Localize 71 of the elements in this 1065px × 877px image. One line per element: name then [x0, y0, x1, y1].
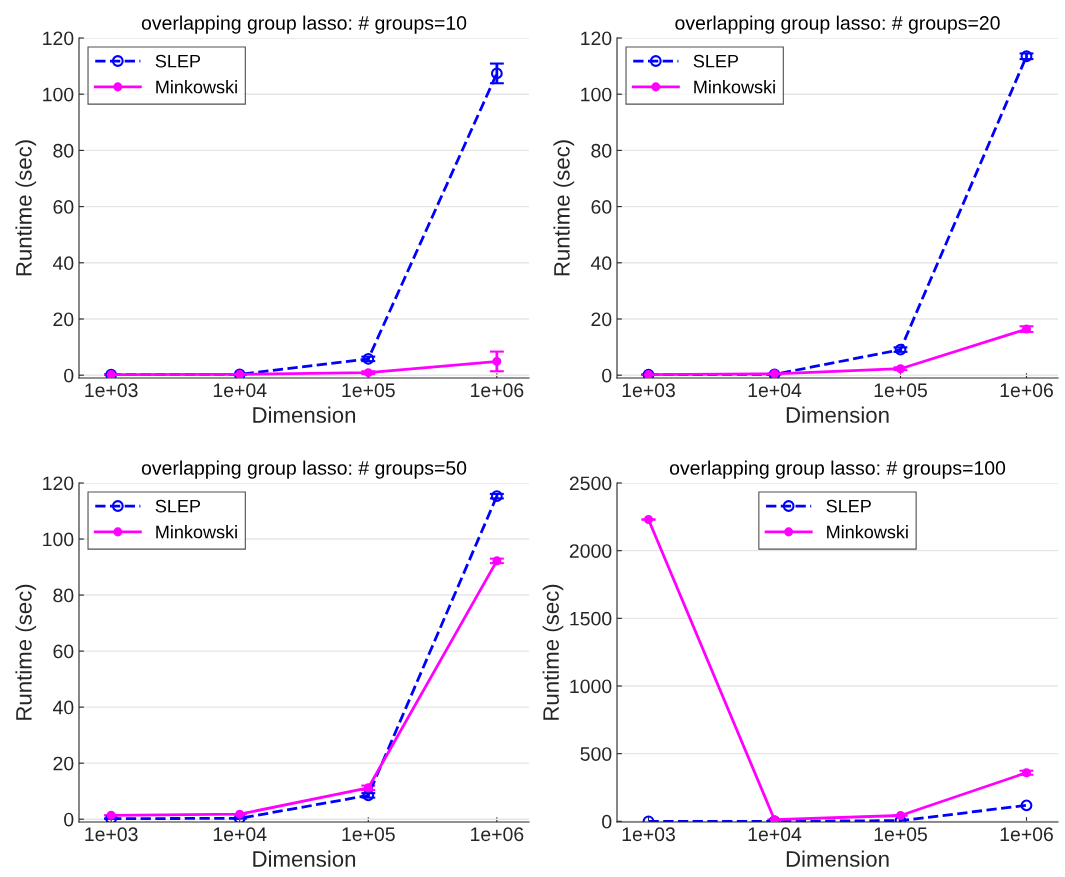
x-axis-title: Dimension: [786, 406, 889, 423]
y-tick-label: 60: [53, 200, 74, 214]
chart-title: overlapping group lasso: # groups=50: [141, 460, 467, 479]
x-tick-label: 1e+06: [471, 383, 524, 398]
y-tick-label: 1500: [570, 611, 612, 626]
legend-label: SLEP: [693, 54, 739, 68]
y-tick-label: 120: [581, 31, 612, 46]
y-axis-title: Runtime (sec): [15, 584, 37, 720]
y-tick-label: 0: [64, 368, 74, 383]
y-tick-label: 100: [581, 87, 612, 102]
y-tick-label: 1000: [570, 679, 612, 694]
y-tick-label: 0: [602, 368, 612, 383]
x-axis-title: Dimension: [253, 406, 356, 423]
y-tick-label: 80: [591, 143, 612, 158]
legend-label: Minkowski: [694, 80, 775, 94]
x-tick-label: 1e+04: [213, 827, 267, 842]
y-tick-label: 20: [53, 312, 74, 327]
y-tick-label: 500: [580, 747, 612, 761]
chart-title: overlapping group lasso: # groups=100: [669, 460, 1006, 479]
y-tick-label: 2500: [569, 476, 612, 491]
x-tick-label: 1e+05: [342, 383, 395, 398]
x-tick-label: 1e+04: [748, 383, 802, 398]
chart-title: overlapping group lasso: # groups=10: [141, 15, 467, 34]
point: [492, 356, 502, 366]
y-tick-label: 40: [52, 256, 74, 271]
y-axis-title: Runtime (sec): [553, 140, 575, 276]
x-tick-label: 1e+04: [213, 383, 267, 398]
x-tick-label: 1e+03: [85, 827, 138, 842]
x-tick-label: 1e+03: [622, 827, 675, 842]
point: [1020, 799, 1033, 812]
point: [643, 515, 654, 525]
x-tick-label: 1e+06: [1000, 827, 1053, 842]
x-axis-title: Dimension: [786, 850, 889, 867]
y-tick-label: 20: [53, 756, 74, 771]
legend-label: Minkowski: [827, 525, 908, 539]
legend-label: Minkowski: [156, 525, 237, 539]
y-tick-label: 100: [43, 532, 74, 547]
y-tick-label: 40: [590, 256, 612, 271]
y-tick-label: 80: [53, 588, 74, 603]
y-axis-title: Runtime (sec): [542, 584, 564, 720]
y-tick-label: 60: [591, 200, 612, 214]
x-tick-label: 1e+06: [1000, 383, 1053, 398]
x-tick-label: 1e+06: [471, 827, 524, 842]
x-tick-label: 1e+03: [85, 383, 138, 398]
point: [1021, 768, 1032, 778]
x-axis-title: Dimension: [253, 850, 356, 867]
y-tick-label: 60: [53, 644, 74, 659]
y-tick-label: 120: [43, 31, 74, 46]
y-tick-label: 0: [64, 812, 74, 827]
y-tick-label: 80: [53, 143, 74, 158]
legend-label: Minkowski: [156, 80, 237, 94]
y-tick-label: 120: [43, 476, 74, 491]
point: [490, 67, 503, 80]
legend-label: SLEP: [155, 499, 201, 513]
y-tick-label: 100: [43, 87, 74, 102]
chart-title: overlapping group lasso: # groups=20: [675, 15, 1000, 34]
y-tick-label: 0: [602, 814, 612, 829]
x-tick-label: 1e+05: [874, 827, 927, 842]
x-tick-label: 1e+05: [342, 827, 395, 842]
x-tick-label: 1e+05: [874, 383, 927, 398]
y-tick-label: 40: [52, 700, 74, 715]
legend-label: SLEP: [155, 54, 201, 68]
x-tick-label: 1e+03: [622, 383, 675, 398]
point: [895, 810, 906, 821]
point: [895, 364, 906, 374]
y-tick-label: 20: [591, 312, 612, 327]
legend-label: SLEP: [826, 499, 871, 513]
point: [362, 352, 375, 365]
x-tick-label: 1e+04: [748, 827, 802, 842]
y-axis-title: Runtime (sec): [15, 140, 37, 276]
y-tick-label: 2000: [569, 544, 612, 558]
